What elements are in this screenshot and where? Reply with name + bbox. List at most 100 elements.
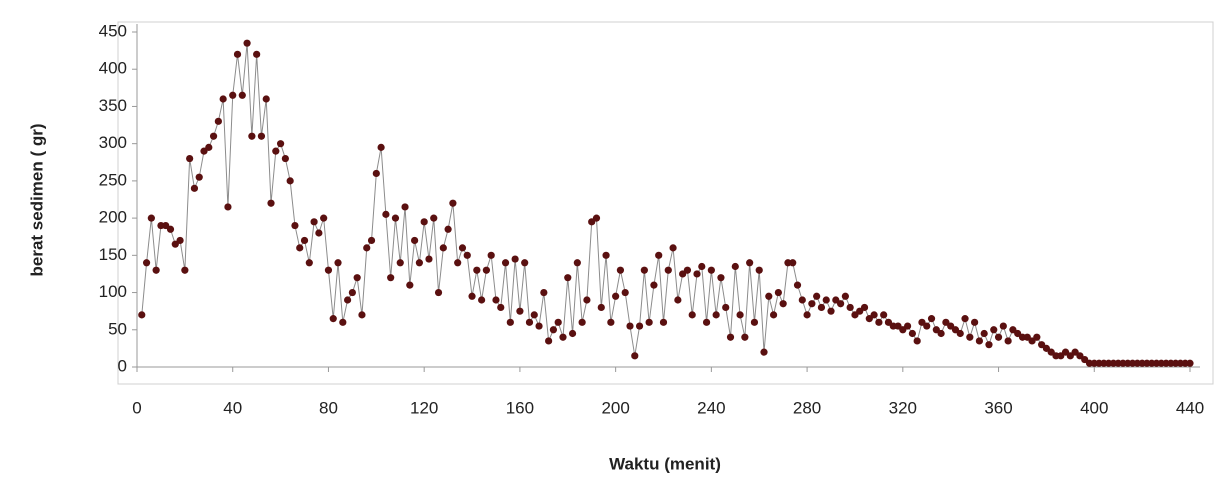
data-point <box>573 259 581 267</box>
data-point <box>994 333 1003 341</box>
data-point <box>659 318 668 326</box>
data-point <box>334 259 342 267</box>
data-point <box>726 333 735 341</box>
data-point <box>664 266 672 274</box>
data-point <box>434 288 443 297</box>
data-point <box>339 318 347 326</box>
data-point <box>774 288 782 297</box>
data-point <box>1004 337 1012 345</box>
data-point <box>927 315 936 323</box>
x-tick-label: 80 <box>319 398 338 417</box>
data-point <box>439 244 447 252</box>
data-point <box>253 50 261 58</box>
data-point <box>444 225 452 233</box>
data-point <box>219 95 227 103</box>
data-point <box>305 259 313 267</box>
data-point <box>913 337 921 345</box>
data-point <box>602 251 610 259</box>
data-point <box>650 281 658 289</box>
data-point <box>310 218 318 226</box>
data-point <box>798 296 806 304</box>
data-point <box>401 203 409 211</box>
data-point <box>181 266 189 274</box>
data-point <box>214 117 222 125</box>
data-point <box>956 329 964 338</box>
data-point <box>746 259 754 267</box>
y-tick-label: 100 <box>99 282 127 301</box>
data-point <box>348 288 356 297</box>
data-point <box>257 132 266 140</box>
data-point <box>999 322 1007 330</box>
data-point <box>616 266 625 274</box>
x-axis-label: Waktu (menit) <box>609 454 721 473</box>
x-tick-label: 0 <box>132 398 141 417</box>
data-point <box>698 262 706 271</box>
x-tick-label: 440 <box>1176 398 1204 417</box>
x-tick-label: 280 <box>793 398 821 417</box>
data-point <box>765 292 773 300</box>
data-point <box>612 292 620 300</box>
data-point <box>1186 359 1194 367</box>
data-point <box>372 169 380 178</box>
data-point <box>597 303 605 312</box>
data-point <box>281 154 289 163</box>
data-point <box>908 329 916 338</box>
y-axis-label: berat sedimen ( gr) <box>27 123 46 276</box>
data-point <box>243 39 251 47</box>
data-point <box>769 311 778 319</box>
data-point <box>353 274 361 282</box>
data-point <box>966 333 974 341</box>
data-point <box>817 303 826 312</box>
y-tick-label: 50 <box>108 319 127 338</box>
y-tick-label: 300 <box>99 133 127 152</box>
data-point <box>760 348 768 356</box>
data-point <box>262 95 270 103</box>
data-point <box>420 218 428 226</box>
data-point <box>320 214 328 222</box>
data-point <box>166 225 175 233</box>
x-tick-label: 120 <box>410 398 438 417</box>
data-point <box>631 352 639 360</box>
data-point <box>186 154 194 163</box>
data-point <box>415 259 423 267</box>
data-point <box>248 132 256 140</box>
y-tick-label: 150 <box>99 245 127 264</box>
data-point <box>880 311 888 319</box>
data-point <box>559 333 567 341</box>
data-point <box>607 318 615 326</box>
data-point <box>535 322 543 330</box>
data-point <box>497 303 505 312</box>
data-point <box>329 315 337 323</box>
y-tick-label: 200 <box>99 208 127 227</box>
data-point <box>521 259 529 267</box>
data-point <box>717 274 725 282</box>
data-point <box>190 184 199 192</box>
data-point <box>291 221 299 230</box>
data-point <box>1033 333 1041 341</box>
data-point <box>530 311 538 319</box>
data-point <box>904 322 912 330</box>
data-point <box>367 236 376 245</box>
data-point <box>669 244 677 252</box>
data-point <box>635 322 644 330</box>
data-point <box>736 311 744 319</box>
data-point <box>655 251 663 259</box>
data-point <box>789 259 797 267</box>
data-point <box>147 214 155 222</box>
x-tick-label: 240 <box>697 398 725 417</box>
data-point <box>683 266 692 274</box>
data-point <box>458 244 467 252</box>
data-point <box>516 307 524 315</box>
data-point <box>152 266 160 274</box>
data-point <box>315 229 323 237</box>
data-point <box>803 311 811 319</box>
data-point <box>492 296 500 304</box>
data-point <box>875 318 883 326</box>
data-point <box>387 274 395 282</box>
data-point <box>363 244 371 252</box>
data-point <box>425 255 433 263</box>
data-point <box>430 214 438 222</box>
data-point <box>224 203 232 211</box>
x-tick-label: 320 <box>889 398 917 417</box>
y-tick-label: 350 <box>99 96 127 115</box>
